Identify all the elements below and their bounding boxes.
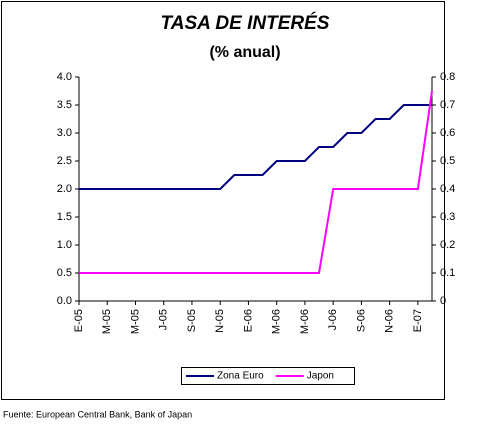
y-tick-label: 2.5: [57, 155, 72, 167]
y-tick-label: 0.0: [57, 295, 72, 307]
series-line: [79, 104, 432, 190]
y-tick-label: 3.0: [57, 127, 72, 139]
x-tick-label: E-07: [412, 309, 424, 332]
y-tick-label: 3.5: [57, 99, 72, 111]
x-tick-label: N-05: [214, 309, 226, 333]
legend-label: Japon: [307, 371, 334, 382]
x-tick-label: J-05: [158, 309, 170, 330]
x-tick-label: E-06: [242, 309, 254, 332]
y-tick-label: 4.0: [57, 71, 72, 83]
legend-box: [181, 367, 355, 385]
chart-border: [1, 1, 445, 400]
y2-tick-label: 0.5: [440, 155, 455, 167]
y2-tick-label: 0.6: [440, 127, 455, 139]
y2-tick-label: 0.3: [440, 211, 455, 223]
y-tick-label: 2.0: [57, 183, 72, 195]
x-tick-label: S-05: [186, 309, 198, 332]
x-tick-label: M-06: [271, 309, 283, 334]
x-tick-label: E-05: [73, 309, 85, 332]
y2-tick-label: 0.8: [440, 71, 455, 83]
x-tick-label: M-06: [299, 309, 311, 334]
x-tick-label: M-05: [101, 309, 113, 334]
legend-label: Zona Euro: [217, 371, 264, 382]
y2-tick-label: 0.2: [440, 239, 455, 251]
source-note: Fuente: European Central Bank, Bank of J…: [3, 409, 192, 419]
y-tick-label: 0.5: [57, 267, 72, 279]
chart-title: TASA DE INTERÉS: [161, 12, 330, 34]
y-tick-label: 1.5: [57, 211, 72, 223]
chart-subtitle: (% anual): [209, 44, 280, 61]
x-tick-label: J-06: [327, 309, 339, 330]
x-tick-label: S-06: [355, 309, 367, 332]
y2-tick-label: 0: [440, 295, 446, 307]
x-tick-label: N-06: [384, 309, 396, 333]
y2-tick-label: 0.4: [440, 183, 455, 195]
y2-tick-label: 0.7: [440, 99, 455, 111]
series-line: [79, 90, 433, 274]
y-tick-label: 1.0: [57, 239, 72, 251]
x-tick-label: M-05: [129, 309, 141, 334]
y2-tick-label: 0.1: [440, 267, 455, 279]
